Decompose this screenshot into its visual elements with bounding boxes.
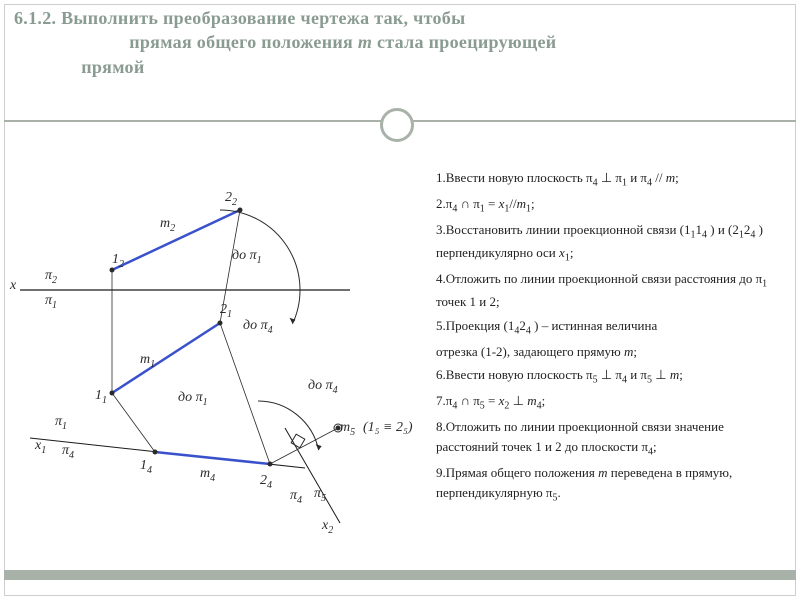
step-1: 1.Ввести новую плоскость π4 ⊥ π1 и π4 //… (436, 168, 780, 191)
step-6: 6.Ввести новую плоскость π5 ⊥ π4 и π5 ⊥ … (436, 365, 780, 388)
diagram-svg (0, 138, 430, 568)
diagram-label-l11: 11 (95, 388, 107, 406)
diagram-label-m5: m5 (340, 420, 355, 438)
diagram-label-l21: 21 (220, 302, 232, 320)
diagram-label-pi5: π5 (314, 486, 326, 504)
diagram-label-pi1b: π1 (55, 414, 67, 432)
steps-panel: 1.Ввести новую плоскость π4 ⊥ π1 и π4 //… (430, 138, 800, 566)
diagram-label-l14: 14 (140, 458, 152, 476)
diagram-label-dopi4b: до π4 (308, 378, 338, 396)
title-seg3: стала проецирующей (377, 32, 556, 52)
step-3: 3.Восстановить линии проекционной связи … (436, 220, 780, 266)
diagram-label-l24: 24 (260, 473, 272, 491)
slide-title: 6.1.2. Выполнить преобразование чертежа … (14, 6, 786, 79)
step-5b: отрезка (1-2), задающего прямую m; (436, 342, 780, 362)
title-m: m (358, 32, 372, 52)
step-4: 4.Отложить по линии проекционной связи р… (436, 269, 780, 312)
title-seg2: прямая общего положения (129, 32, 358, 52)
divider-circle-icon (380, 108, 414, 142)
diagram-label-dopi4a: до π4 (243, 318, 273, 336)
diagram-label-l22: 22 (225, 190, 237, 208)
diagram-label-pi2: π2 (45, 268, 57, 286)
diagram-label-m4: m4 (200, 466, 215, 484)
diagram-label-m1: m1 (140, 352, 155, 370)
diagram-panel: x π2 π1 12 22 m2 до π1 21 до π4 m1 11 до π1 π1 x1 π4 14… (0, 138, 430, 566)
title-seg4: прямой (81, 57, 144, 77)
step-5a: 5.Проекция (1424 ) – истинная величина (436, 316, 780, 339)
diagram-label-dopi1b: до π1 (178, 390, 208, 408)
step-8: 8.Отложить по линии проекционной связи з… (436, 417, 780, 460)
content-row: x π2 π1 12 22 m2 до π1 21 до π4 m1 11 до π1 π1 x1 π4 14… (0, 138, 800, 566)
step-9: 9.Прямая общего положения m переведена в… (436, 463, 780, 506)
step-2: 2.π4 ∩ π1 = x1//m1; (436, 194, 780, 217)
diagram-label-dopi1a: до π1 (232, 248, 262, 266)
diagram-label-pi4a: π4 (62, 443, 74, 461)
diagram-label-m2: m2 (160, 216, 175, 234)
step-7: 7.π4 ∩ π5 = x2 ⊥ m4; (436, 391, 780, 414)
diagram-label-x: x (10, 278, 16, 294)
title-seg1: 6.1.2. Выполнить преобразование чертежа … (14, 8, 465, 28)
diagram-label-x2: x2 (322, 518, 333, 536)
diagram-label-l15eq25: (1₅ ≡ 2₅) (363, 420, 413, 436)
diagram-label-pi1: π1 (45, 293, 57, 311)
footer-bar (4, 570, 796, 580)
diagram-label-x1: x1 (35, 438, 46, 456)
diagram-label-pi4b: π4 (290, 488, 302, 506)
diagram-label-l12: 12 (112, 252, 124, 270)
